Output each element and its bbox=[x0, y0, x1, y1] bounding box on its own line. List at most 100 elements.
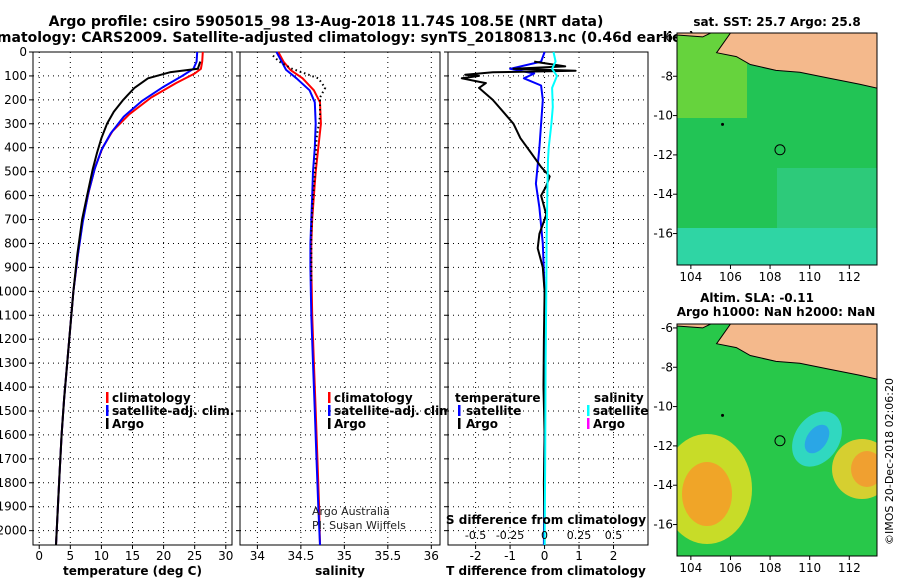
temperature-legend-label: satellite-adj. clim. bbox=[112, 404, 234, 418]
sst-map-frame bbox=[676, 32, 878, 266]
diff-legend-salinity-header: salinity bbox=[594, 391, 644, 405]
map-x-tick-label: 110 bbox=[798, 270, 821, 284]
sst-map: sat. SST: 25.7 Argo: 25.8 104 106 108 110 112… bbox=[653, 15, 878, 284]
y-tick-label: 700 bbox=[4, 213, 27, 227]
island-marker bbox=[721, 122, 725, 126]
difference-xlabel: T difference from climatology bbox=[446, 564, 646, 578]
x-tick-label: -2 bbox=[470, 549, 482, 563]
x-tick-label: 34.5 bbox=[288, 549, 315, 563]
map-y-tick-label: -14 bbox=[653, 478, 673, 492]
y-tick-label: 0 bbox=[19, 45, 27, 59]
title-line-1: Argo profile: csiro 5905015_98 13-Aug-20… bbox=[49, 14, 604, 30]
x-tick-label: 0 bbox=[541, 549, 549, 563]
salinity-legend-swatch bbox=[328, 418, 331, 429]
credit-line-1: Argo Australia bbox=[312, 505, 390, 518]
difference-top-axis-label: S difference from climatology bbox=[446, 513, 646, 527]
map-y-tick-label: -10 bbox=[653, 400, 673, 414]
map-x-tick-label: 108 bbox=[759, 270, 782, 284]
top-tick-label: 0.25 bbox=[567, 529, 592, 542]
y-tick-label: 600 bbox=[4, 189, 27, 203]
temperature-panel: 0 5 10 15 20 25 300100200300400500600700800900… bbox=[0, 45, 234, 578]
top-tick-label: 0 bbox=[541, 529, 548, 542]
sla-map-field bbox=[677, 324, 877, 556]
y-tick-label: 100 bbox=[4, 69, 27, 83]
x-tick-label: 15 bbox=[125, 549, 140, 563]
map-x-tick-label: 104 bbox=[679, 270, 702, 284]
salinity-legend-swatch bbox=[328, 392, 331, 403]
map-x-tick-label: 106 bbox=[719, 270, 742, 284]
sla-low-core bbox=[804, 424, 830, 454]
map-y-tick-label: -8 bbox=[661, 360, 673, 374]
x-tick-label: 30 bbox=[218, 549, 233, 563]
map-x-tick-label: 112 bbox=[838, 270, 861, 284]
x-tick-label: 35.5 bbox=[374, 549, 401, 563]
x-tick-label: 36 bbox=[424, 549, 439, 563]
y-tick-label: 1100 bbox=[0, 308, 27, 322]
map-x-tick-label: 112 bbox=[838, 561, 861, 575]
map-x-tick-label: 106 bbox=[719, 561, 742, 575]
map-x-tick-label: 110 bbox=[798, 561, 821, 575]
diff-legend-temperature-header: temperature bbox=[455, 391, 540, 405]
cool-patch bbox=[677, 228, 877, 265]
map-y-tick-label: -8 bbox=[661, 69, 673, 83]
timestamp: ©IMOS 20-Dec-2018 02:06:20 bbox=[883, 378, 896, 545]
title-line-2: Climatology: CARS2009. Satellite-adjuste… bbox=[0, 30, 695, 46]
map-y-tick-label: -6 bbox=[661, 30, 673, 44]
salinity-legend-label: climatology bbox=[334, 391, 413, 405]
x-tick-label: -1 bbox=[504, 549, 516, 563]
y-tick-label: 1600 bbox=[0, 428, 27, 442]
temperature-legend-swatch bbox=[106, 392, 109, 403]
sla-map-frame bbox=[676, 323, 878, 557]
map-y-tick-label: -14 bbox=[653, 187, 673, 201]
difference-panel: -2 -1 0 1 2T difference from climatology S di… bbox=[444, 51, 649, 578]
cool-patch bbox=[777, 168, 877, 228]
diff-legend-label: Argo bbox=[593, 417, 625, 431]
sla-high-core bbox=[851, 451, 877, 487]
map-x-tick-label: 108 bbox=[759, 561, 782, 575]
salinity-frame bbox=[239, 51, 441, 546]
salinity-legend-label: Argo bbox=[334, 417, 366, 431]
land-java bbox=[715, 324, 877, 380]
island-marker bbox=[721, 413, 725, 417]
y-tick-label: 1500 bbox=[0, 404, 27, 418]
x-tick-label: 35 bbox=[337, 549, 352, 563]
series-satellite-adj-clim- bbox=[275, 51, 321, 546]
temperature-legend-swatch bbox=[106, 418, 109, 429]
y-tick-label: 300 bbox=[4, 117, 27, 131]
y-tick-label: 1300 bbox=[0, 356, 27, 370]
x-tick-label: 5 bbox=[66, 549, 74, 563]
y-tick-label: 900 bbox=[4, 260, 27, 274]
salinity-legend-label: satellite-adj. clim. bbox=[334, 404, 456, 418]
y-tick-label: 1200 bbox=[0, 332, 27, 346]
series-t-argo bbox=[460, 60, 577, 546]
y-tick-label: 1900 bbox=[0, 500, 27, 514]
salinity-legend-swatch bbox=[328, 405, 331, 416]
diff-legend-label: Argo bbox=[466, 417, 498, 431]
land-sumatra bbox=[677, 33, 711, 38]
sla-map-title-2: Argo h1000: NaN h2000: NaN bbox=[677, 305, 876, 319]
y-tick-label: 2000 bbox=[0, 524, 27, 538]
temperature-legend-swatch bbox=[106, 405, 109, 416]
map-y-tick-label: -16 bbox=[653, 518, 673, 532]
map-y-tick-label: -12 bbox=[653, 148, 673, 162]
diff-legend-swatch bbox=[587, 418, 590, 429]
top-tick-label: -0.25 bbox=[496, 529, 524, 542]
salinity-xlabel: salinity bbox=[315, 564, 365, 578]
x-tick-label: 0 bbox=[35, 549, 43, 563]
x-tick-label: 10 bbox=[94, 549, 109, 563]
top-tick-label: -0.5 bbox=[465, 529, 486, 542]
temperature-legend-label: Argo bbox=[112, 417, 144, 431]
x-tick-label: 20 bbox=[156, 549, 171, 563]
y-tick-label: 1700 bbox=[0, 452, 27, 466]
difference-frame bbox=[447, 51, 649, 546]
map-x-tick-label: 104 bbox=[679, 561, 702, 575]
float-location-marker bbox=[774, 435, 786, 447]
land-java bbox=[715, 33, 877, 89]
y-tick-label: 400 bbox=[4, 141, 27, 155]
y-tick-label: 1800 bbox=[0, 476, 27, 490]
diff-legend-swatch bbox=[458, 418, 461, 429]
sst-map-field bbox=[677, 33, 877, 265]
x-tick-label: 2 bbox=[610, 549, 618, 563]
